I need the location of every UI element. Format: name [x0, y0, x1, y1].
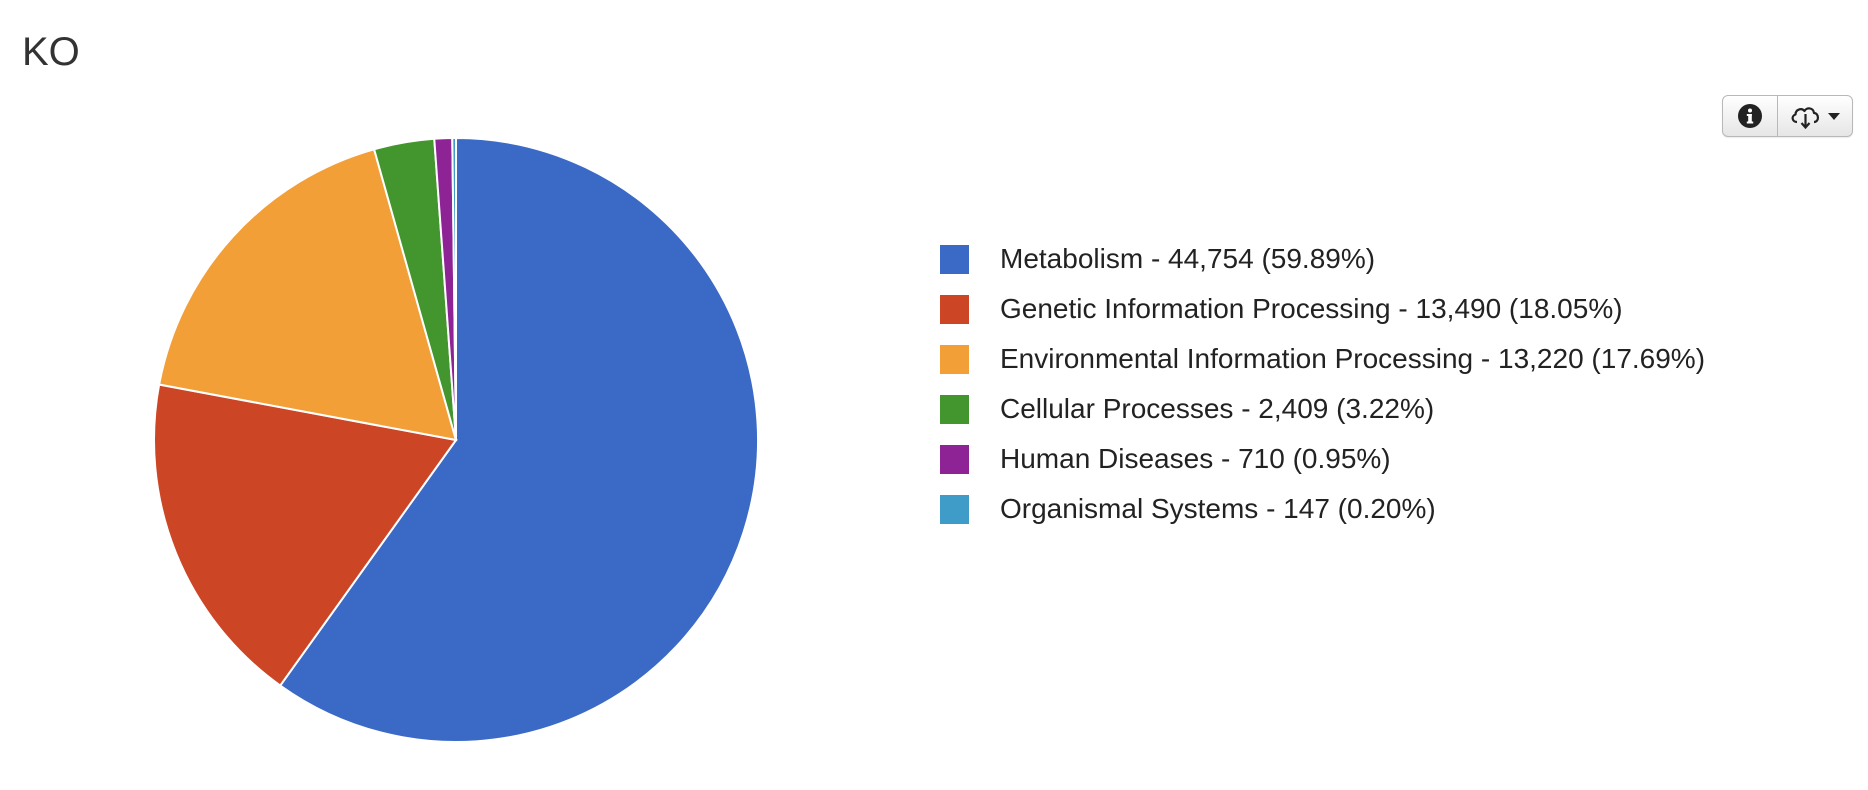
legend-item[interactable]: Human Diseases - 710 (0.95%) [940, 434, 1740, 484]
legend-item[interactable]: Environmental Information Processing - 1… [940, 334, 1740, 384]
pie-slice-organismal-systems[interactable] [451, 136, 457, 441]
download-dropdown-button[interactable] [1777, 96, 1852, 136]
legend-item[interactable]: Cellular Processes - 2,409 (3.22%) [940, 384, 1740, 434]
cloud-download-icon [1791, 107, 1820, 130]
caret-down-icon [1828, 113, 1840, 120]
legend-swatch [940, 294, 969, 324]
info-button[interactable] [1723, 96, 1777, 136]
pie-slices [153, 136, 759, 743]
legend-swatch [940, 244, 969, 274]
legend-swatch [940, 394, 969, 424]
legend-item[interactable]: Organismal Systems - 147 (0.20%) [940, 484, 1740, 534]
legend-item[interactable]: Metabolism - 44,754 (59.89%) [940, 234, 1740, 284]
legend-label: Environmental Information Processing - 1… [1000, 343, 1706, 374]
legend-swatch [940, 344, 969, 374]
pie-slice-environmental-information-processing[interactable] [157, 148, 458, 442]
legend-label: Metabolism - 44,754 (59.89%) [1000, 243, 1376, 274]
legend-item[interactable]: Genetic Information Processing - 13,490 … [940, 284, 1740, 334]
pie-slice-genetic-information-processing[interactable] [153, 383, 458, 687]
info-circle-icon [1738, 104, 1762, 128]
pie-chart [153, 136, 759, 743]
pie-slice-metabolism[interactable] [278, 136, 759, 743]
legend-label: Genetic Information Processing - 13,490 … [1000, 293, 1623, 324]
chart-title: KO [22, 30, 80, 74]
chart-legend: Metabolism - 44,754 (59.89%) Genetic Info… [940, 234, 1740, 554]
chart-toolbar [1722, 95, 1853, 137]
legend-label: Organismal Systems - 147 (0.20%) [1000, 493, 1436, 524]
legend-label: Cellular Processes - 2,409 (3.22%) [1000, 393, 1435, 424]
legend-swatch [940, 494, 969, 524]
legend-swatch [940, 444, 969, 474]
legend-label: Human Diseases - 710 (0.95%) [1000, 443, 1391, 474]
